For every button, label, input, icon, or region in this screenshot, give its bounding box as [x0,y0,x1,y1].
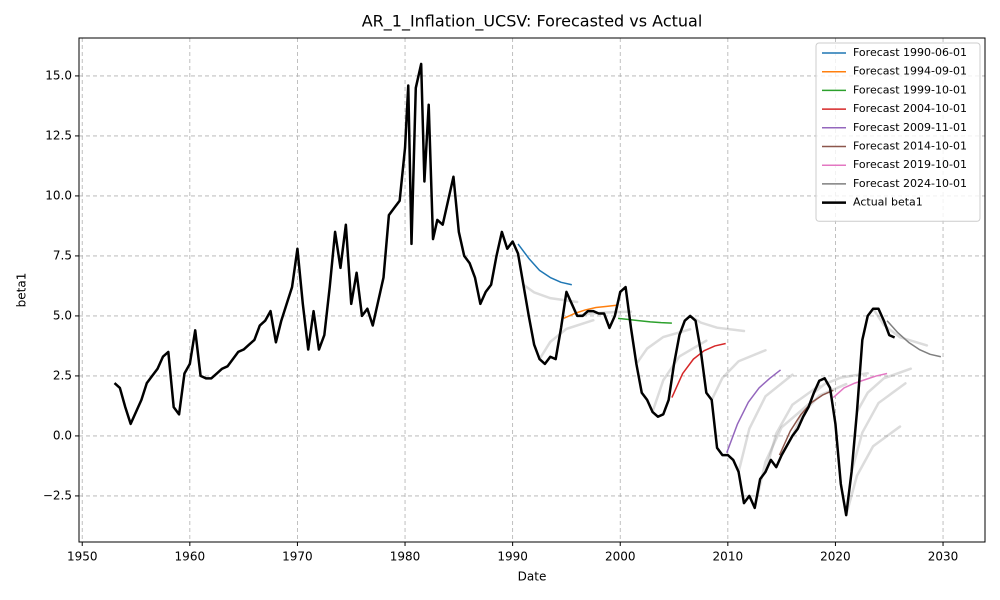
legend-label: Forecast 2024-10-01 [853,177,967,190]
legend-label: Actual beta1 [853,196,923,209]
legend-label: Forecast 2004-10-01 [853,102,967,115]
x-tick-label: 2020 [820,550,851,564]
faded-forecast-line [710,348,767,402]
series-line [726,369,782,453]
legend-box [815,42,981,222]
x-tick-label: 2000 [605,550,636,564]
series-line [671,342,726,398]
plot-area [113,62,942,517]
y-tick-label: 15.0 [45,68,72,82]
x-tick-label: 1960 [175,550,206,564]
y-tick-label: 0.0 [53,428,72,442]
series-line [517,243,572,286]
x-tick-label: 1980 [390,550,421,564]
series-line [113,62,896,517]
plot-frame [78,37,986,543]
faded-forecast-line [538,318,595,361]
series-line [563,304,618,320]
y-tick-label: −2.5 [43,488,72,502]
legend-label: Forecast 2019-10-01 [853,158,967,171]
faded-forecast-line [812,372,869,394]
chart-title: AR_1_Inflation_UCSV: Forecasted vs Actua… [362,12,703,32]
y-tick-label: 7.5 [53,248,72,262]
legend-label: Forecast 2014-10-01 [853,140,967,153]
series-line [778,389,834,456]
legend-label: Forecast 1990-06-01 [853,46,967,59]
faded-forecast-line [850,382,907,474]
x-tick-label: 2030 [928,550,959,564]
faded-forecast-line [635,328,692,366]
faded-forecast-line [764,384,821,474]
y-tick-label: 12.5 [45,128,72,142]
x-tick-label: 1970 [282,550,313,564]
faded-forecast-line [855,367,913,414]
x-axis-label: Date [518,570,547,584]
faded-forecast-line [522,283,579,304]
faded-forecast-line [651,339,708,414]
series-line [617,317,672,324]
x-tick-label: 2010 [713,550,744,564]
y-axis-label: beta1 [15,273,29,308]
faded-forecast-line [844,425,902,517]
legend-label: Forecast 2009-11-01 [853,121,967,134]
y-tick-label: 2.5 [53,368,72,382]
x-tick-label: 1950 [67,550,98,564]
y-tick-label: 5.0 [53,308,72,322]
y-tick-label: 10.0 [45,188,72,202]
legend-label: Forecast 1999-10-01 [853,83,967,96]
legend: Forecast 1990-06-01 Forecast 1994-09-01 Fo… [815,42,981,222]
faded-forecast-line [737,373,794,474]
x-tick-label: 1990 [497,550,528,564]
legend-label: Forecast 1994-09-01 [853,65,967,78]
faded-forecast-line [871,307,929,347]
series-line [886,320,942,358]
